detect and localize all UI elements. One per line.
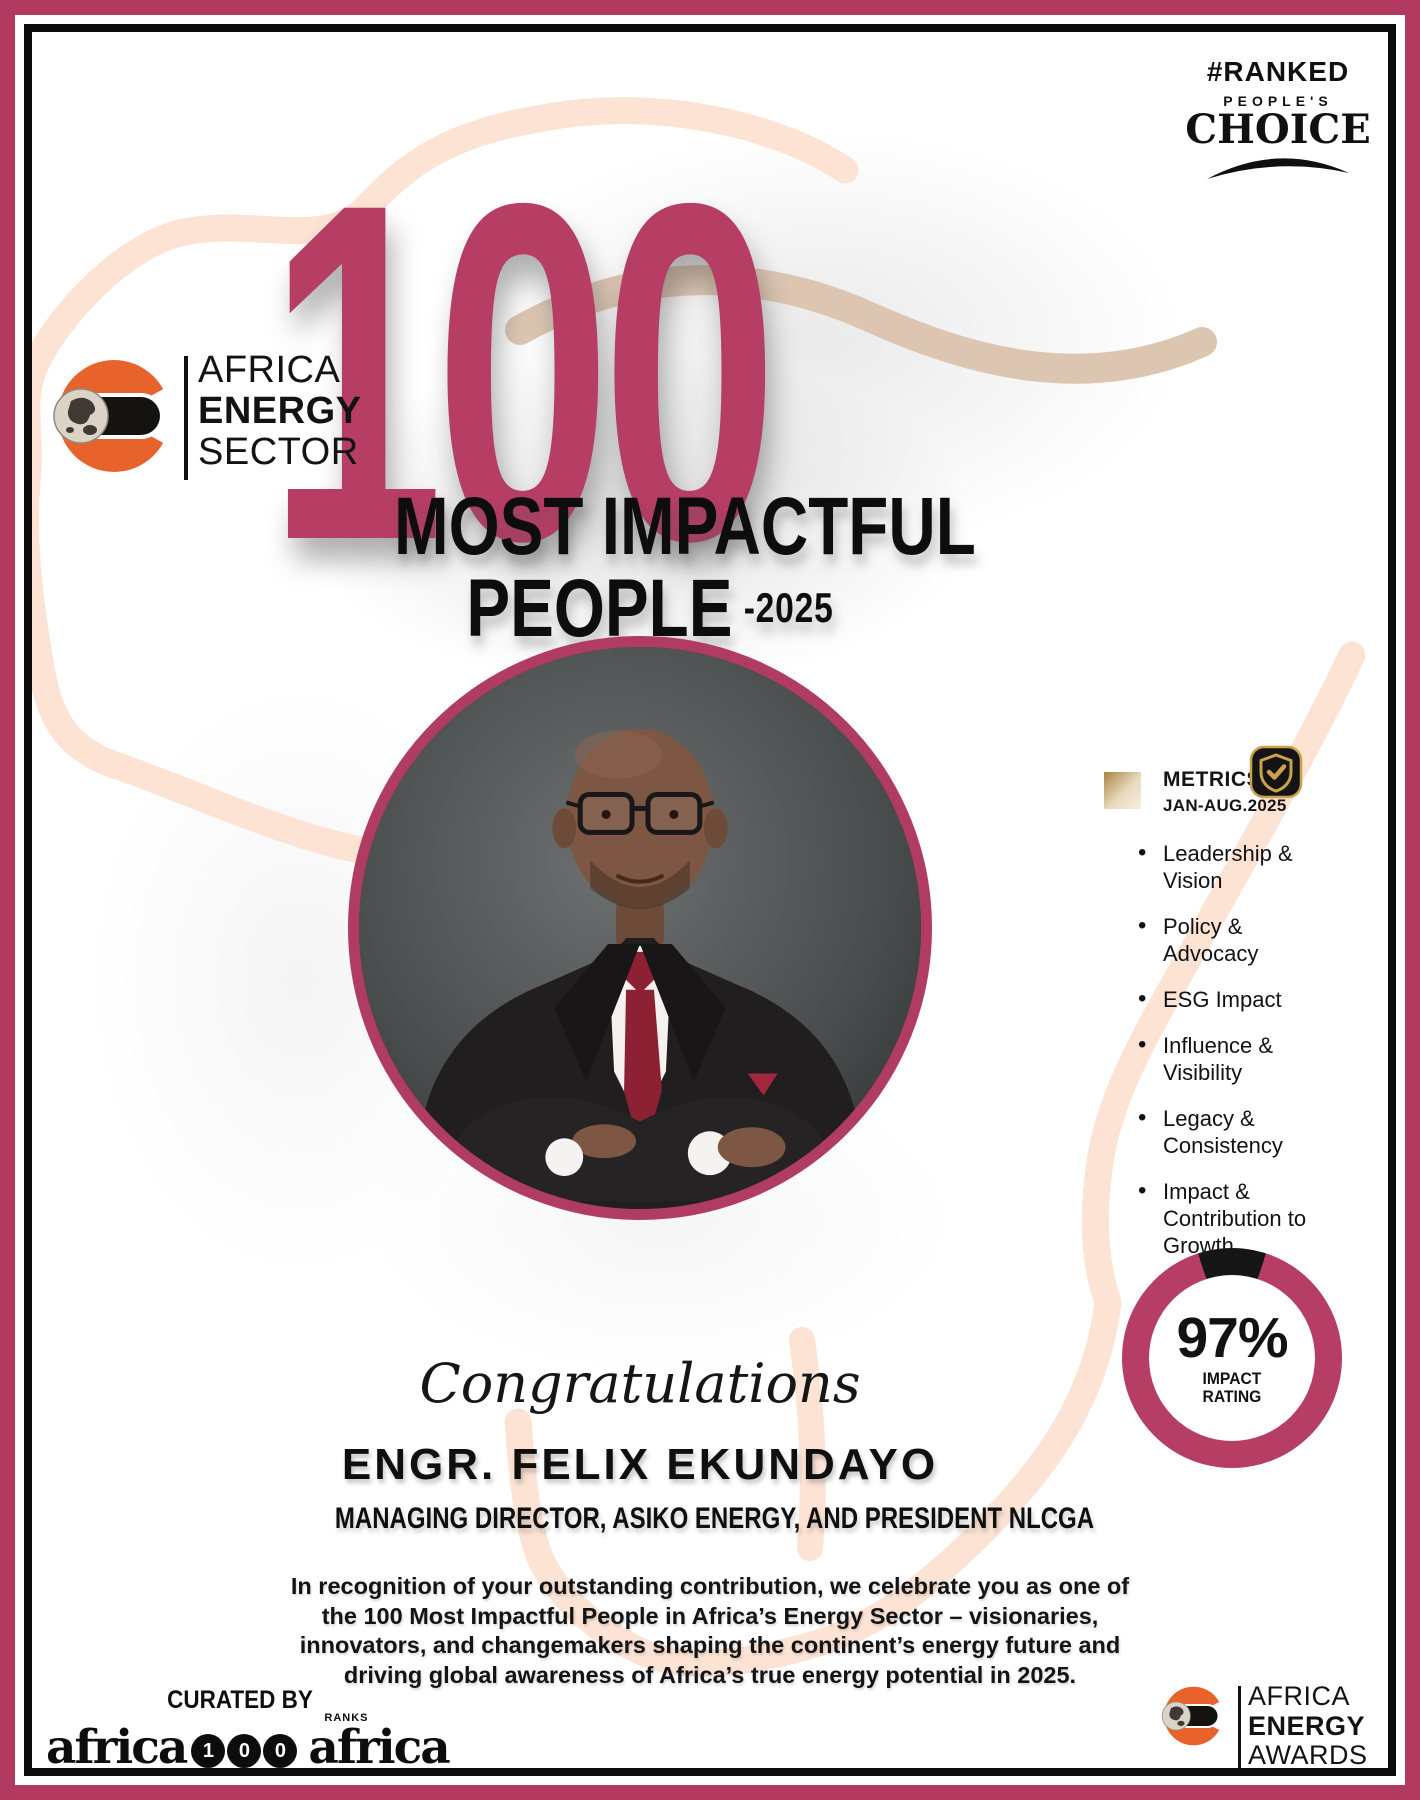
metrics-period: JAN-AUG.2025 <box>1163 796 1287 815</box>
digit-badge: 1 <box>191 1734 226 1768</box>
impact-rating-label: IMPACT RATING <box>1203 1370 1262 1406</box>
metrics-item: Policy & Advocacy <box>1136 912 1318 967</box>
metrics-gold-square <box>1104 772 1141 809</box>
headline-line2: PEOPLE -2025 <box>394 566 906 651</box>
curator-brand-logos: africa 1 0 0 RANKS africa <box>46 1712 451 1775</box>
awards-word-africa: AFRICA <box>1248 1681 1351 1711</box>
metrics-item: Influence & Visibility <box>1136 1031 1318 1086</box>
impact-rating-inner: 97% IMPACT RATING <box>1149 1275 1315 1441</box>
honoree-role-text: MANAGING DIRECTOR, ASIKO ENERGY, AND PRE… <box>334 1502 1095 1535</box>
metrics-item: Impact & Contribution to Growth <box>1136 1177 1318 1259</box>
logo-word-africa: AFRICA <box>198 349 341 391</box>
metrics-item: Leadership & Vision <box>1136 839 1318 894</box>
congratulations-script: Congratulations <box>419 1352 861 1415</box>
headline-people: PEOPLE <box>466 563 733 654</box>
ranksafrica-wordmark: RANKS africa <box>308 1712 450 1775</box>
impact-rating-ring: 97% IMPACT RATING <box>1122 1248 1342 1468</box>
awards-word-energy: ENERGY <box>1248 1710 1366 1741</box>
awards-word-awards: AWARDS <box>1248 1740 1368 1770</box>
awards-logo-divider <box>1238 1686 1241 1768</box>
logo-divider <box>184 356 188 480</box>
impact-label-line2: RATING <box>1202 1387 1262 1406</box>
digit-badge: 0 <box>263 1734 298 1768</box>
citation-paragraph: In recognition of your outstanding contr… <box>290 1573 1130 1688</box>
curated-by-label: CURATED BY <box>167 1686 313 1714</box>
ranked-title: CHOICE <box>1185 106 1371 153</box>
ranks-label: RANKS <box>324 1712 369 1724</box>
africa-energy-awards-logo-text: AFRICA ENERGY AWARDS <box>1248 1681 1368 1770</box>
ranked-peoples-choice-badge: #RANKED PEOPLE'S CHOICE <box>1180 56 1376 181</box>
ranked-subtitle: PEOPLE'S <box>1223 93 1333 109</box>
africa-energy-sector-logo-mark <box>53 360 180 472</box>
logo-word-sector: SECTOR <box>198 431 359 473</box>
poster-inner-frame: #RANKED PEOPLE'S CHOICE AFRICA <box>24 24 1396 1776</box>
metrics-list: Leadership & Vision Policy & Advocacy ES… <box>1136 839 1311 1278</box>
swoosh-icon <box>1207 158 1349 179</box>
poster-stage: #RANKED PEOPLE'S CHOICE AFRICA <box>32 32 1388 1775</box>
headline-line1: MOST IMPACTFUL <box>394 481 976 572</box>
metrics-item: Legacy & Consistency <box>1136 1104 1318 1159</box>
ranksafrica-africa: africa <box>308 1720 450 1775</box>
verified-shield-icon <box>1249 745 1303 799</box>
africa-energy-awards-logo-mark <box>1161 1686 1228 1746</box>
digit-badge: 0 <box>227 1734 262 1768</box>
africa100-digits: 1 0 0 <box>189 1734 298 1768</box>
honoree-role: MANAGING DIRECTOR, ASIKO ENERGY, AND PRE… <box>240 1502 1094 1536</box>
headline-number: 100 <box>268 103 778 640</box>
headline-block: MOST IMPACTFUL PEOPLE -2025 <box>330 481 976 651</box>
africa-energy-sector-logo-text: AFRICA ENERGY SECTOR <box>198 350 361 473</box>
metrics-title: METRICS <box>1163 768 1261 791</box>
metrics-item: ESG Impact <box>1136 985 1318 1013</box>
honoree-name: ENGR. FELIX EKUNDAYO <box>341 1440 939 1489</box>
honoree-portrait-illustration <box>359 647 921 1209</box>
impact-label-line1: IMPACT <box>1202 1369 1262 1388</box>
headline-year: -2025 <box>743 584 834 631</box>
logo-word-energy: ENERGY <box>198 390 362 432</box>
impact-rating-value: 97% <box>1176 1306 1288 1370</box>
africa100-wordmark: africa <box>46 1720 188 1775</box>
ranked-hashtag: #RANKED <box>1206 56 1350 87</box>
honoree-photo <box>348 636 932 1220</box>
